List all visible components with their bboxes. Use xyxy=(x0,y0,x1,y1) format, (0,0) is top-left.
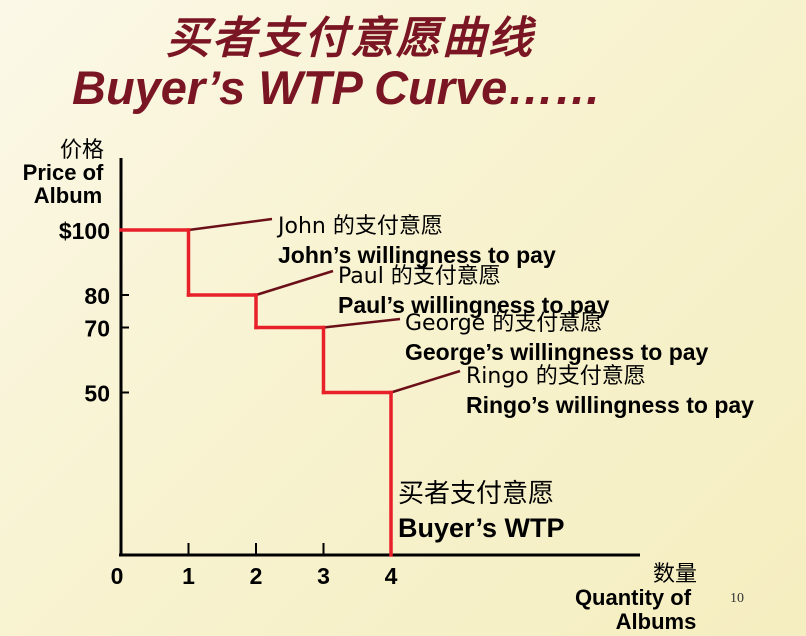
annotation-leader xyxy=(323,317,401,329)
x-tick-label: 1 xyxy=(182,563,195,589)
annotation: George 的支付意愿 George’s willingness to pay xyxy=(405,311,709,365)
annotation: John 的支付意愿 John’s willingness to pay xyxy=(276,214,556,268)
chart-title-chinese: 买者支付意愿曲线 xyxy=(166,13,534,64)
annotation-leader xyxy=(390,369,461,394)
y-axis-title-line2: Album xyxy=(34,183,102,208)
annotation-label-chinese: Paul 的支付意愿 xyxy=(338,264,501,289)
x-tick-label: 4 xyxy=(385,563,398,589)
x-tick-label: 2 xyxy=(250,563,263,589)
annotation: Ringo 的支付意愿 Ringo’s willingness to pay xyxy=(466,364,754,418)
y-axis-title-chinese: 价格 xyxy=(60,138,104,163)
y-axis-title-line1: Price of xyxy=(23,160,104,185)
x-tick-label: 3 xyxy=(317,563,330,589)
y-tick-label: $100 xyxy=(59,218,110,244)
annotation: Paul 的支付意愿 Paul’s willingness to pay xyxy=(338,264,610,318)
annotation-leader xyxy=(188,217,273,232)
x-axis-title-line2: Albums xyxy=(616,609,697,634)
x-axis-title-line1: Quantity of xyxy=(575,585,692,610)
annotation-label-chinese: George 的支付意愿 xyxy=(405,311,602,336)
curve-label: Buyer’s WTP xyxy=(398,513,565,543)
annotation-leader xyxy=(255,269,334,297)
annotation-label: George’s willingness to pay xyxy=(405,339,709,365)
chart-title-english: Buyer’s WTP Curve…… xyxy=(72,61,602,114)
curve-label-chinese: 买者支付意愿 xyxy=(398,479,554,509)
x-tick-label: 0 xyxy=(111,563,124,589)
page-number: 10 xyxy=(730,591,744,606)
y-tick-label: 80 xyxy=(84,283,110,309)
annotation-label: Ringo’s willingness to pay xyxy=(466,392,754,418)
annotation-label-chinese: Ringo 的支付意愿 xyxy=(466,364,646,389)
annotation-label: Paul’s willingness to pay xyxy=(338,292,610,318)
y-tick-label: 70 xyxy=(84,316,110,342)
x-axis-title-chinese: 数量 xyxy=(653,562,697,587)
annotation-label-chinese: John 的支付意愿 xyxy=(276,214,443,239)
y-tick-label: 50 xyxy=(84,381,110,407)
annotation-label: John’s willingness to pay xyxy=(278,242,556,268)
